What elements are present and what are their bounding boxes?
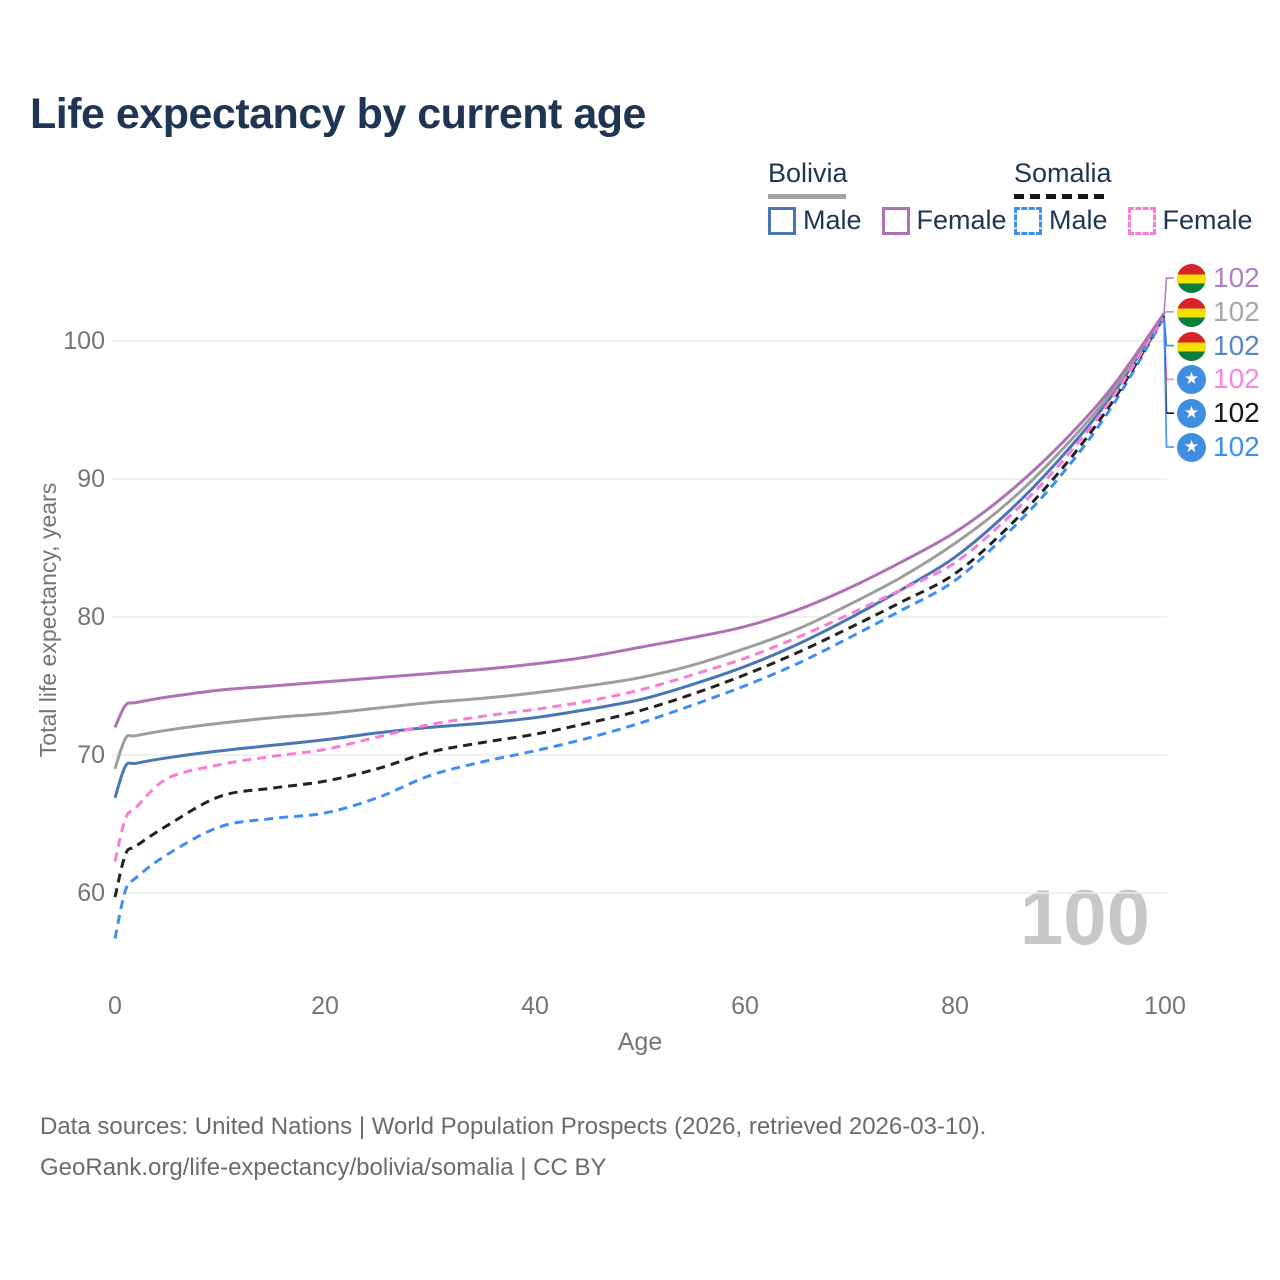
y-tick-label: 100 bbox=[63, 327, 105, 355]
bolivia-flag-icon bbox=[1177, 263, 1206, 293]
legend-item-bolivia-female[interactable]: Female bbox=[881, 205, 1007, 236]
legend-item-bolivia-male[interactable]: Male bbox=[768, 205, 862, 236]
data-sources-text: Data sources: United Nations | World Pop… bbox=[40, 1113, 987, 1140]
leader-line bbox=[1163, 277, 1174, 314]
series-line-somalia-total[interactable] bbox=[113, 315, 1166, 898]
end-label-row: 102 bbox=[1177, 331, 1260, 361]
legend-item-somalia-female[interactable]: Female bbox=[1127, 205, 1253, 236]
series-line-bolivia-total[interactable] bbox=[113, 312, 1166, 770]
bolivia-flag-icon bbox=[1177, 297, 1206, 327]
leader-line bbox=[1163, 317, 1174, 448]
end-label-row: ★ 102 bbox=[1177, 364, 1260, 394]
x-tick-label: 60 bbox=[731, 992, 759, 1020]
x-tick-label: 100 bbox=[1144, 992, 1186, 1020]
page-title: Life expectancy by current age bbox=[30, 90, 646, 138]
somalia-male-swatch-icon bbox=[1014, 206, 1042, 235]
end-label-value: 102 bbox=[1213, 296, 1260, 327]
end-label-row: 102 bbox=[1177, 297, 1260, 327]
somalia-female-swatch-icon bbox=[1127, 206, 1156, 235]
legend-item-label: Male bbox=[1049, 205, 1108, 235]
leader-line bbox=[1163, 311, 1174, 315]
end-label-value: 102 bbox=[1213, 363, 1260, 394]
legend-group-header: Bolivia bbox=[768, 158, 1007, 199]
legend-item-label: Female bbox=[916, 205, 1007, 235]
end-label-row: ★ 102 bbox=[1177, 398, 1260, 428]
bolivia-flag-icon bbox=[1177, 331, 1206, 361]
leader-line bbox=[1163, 316, 1174, 381]
legend-item-label: Male bbox=[803, 205, 862, 235]
axis-max-watermark: 100 bbox=[1019, 873, 1150, 961]
x-tick-label: 20 bbox=[311, 992, 339, 1020]
series-lines bbox=[113, 312, 1166, 939]
legend-item-somalia-male[interactable]: Male bbox=[1014, 205, 1108, 236]
end-label-row: ★ 102 bbox=[1177, 432, 1260, 462]
y-tick-label: 80 bbox=[77, 603, 105, 631]
y-axis-title: Total life expectancy, years bbox=[35, 482, 61, 758]
bolivia-female-swatch-icon bbox=[881, 206, 910, 235]
y-tick-label: 60 bbox=[77, 879, 105, 907]
series-line-bolivia-female[interactable] bbox=[113, 312, 1166, 729]
end-label-row: 102 bbox=[1177, 263, 1260, 293]
legend-group-label-somalia: Somalia bbox=[1014, 158, 1112, 188]
legend-item-label: Female bbox=[1162, 205, 1253, 235]
end-label-value: 102 bbox=[1213, 397, 1260, 428]
bolivia-male-swatch-icon bbox=[768, 206, 796, 235]
series-line-somalia-male[interactable] bbox=[113, 316, 1166, 939]
legend-items-somalia: Male Female bbox=[1014, 205, 1253, 236]
legend-group-header: Somalia bbox=[1014, 158, 1253, 199]
legend-group-somalia: Somalia Male Female bbox=[1014, 158, 1253, 236]
legend-items-bolivia: Male Female bbox=[768, 205, 1007, 236]
end-label-value: 102 bbox=[1213, 431, 1260, 462]
y-tick-label: 70 bbox=[77, 741, 105, 769]
solid-line-swatch bbox=[768, 194, 846, 199]
attribution-text: GeoRank.org/life-expectancy/bolivia/soma… bbox=[40, 1154, 607, 1181]
gridlines bbox=[112, 340, 1167, 894]
series-line-somalia-female[interactable] bbox=[113, 315, 1166, 862]
star-icon: ★ bbox=[1183, 436, 1200, 456]
series-line-bolivia-male[interactable] bbox=[113, 313, 1166, 799]
leader-line bbox=[1163, 316, 1174, 414]
end-label-value: 102 bbox=[1213, 330, 1260, 361]
end-label-value: 102 bbox=[1213, 262, 1260, 293]
somalia-flag-icon: ★ bbox=[1177, 364, 1206, 394]
x-axis-title: Age bbox=[617, 1028, 663, 1056]
dashed-line-swatch bbox=[1014, 194, 1106, 199]
legend-group-label-bolivia: Bolivia bbox=[768, 158, 848, 188]
star-icon: ★ bbox=[1183, 368, 1200, 388]
legend-group-bolivia: Bolivia Male Female bbox=[768, 158, 1007, 236]
x-tick-label: 0 bbox=[108, 992, 122, 1020]
x-tick-label: 40 bbox=[521, 992, 549, 1020]
footer: Data sources: United Nations | World Pop… bbox=[40, 1106, 986, 1188]
leader-line bbox=[1163, 314, 1174, 347]
end-label-leader-lines bbox=[1163, 277, 1174, 448]
star-icon: ★ bbox=[1183, 402, 1200, 422]
somalia-flag-icon: ★ bbox=[1177, 398, 1206, 428]
y-tick-label: 90 bbox=[77, 465, 105, 493]
x-tick-label: 80 bbox=[941, 992, 969, 1020]
somalia-flag-icon: ★ bbox=[1177, 432, 1206, 462]
